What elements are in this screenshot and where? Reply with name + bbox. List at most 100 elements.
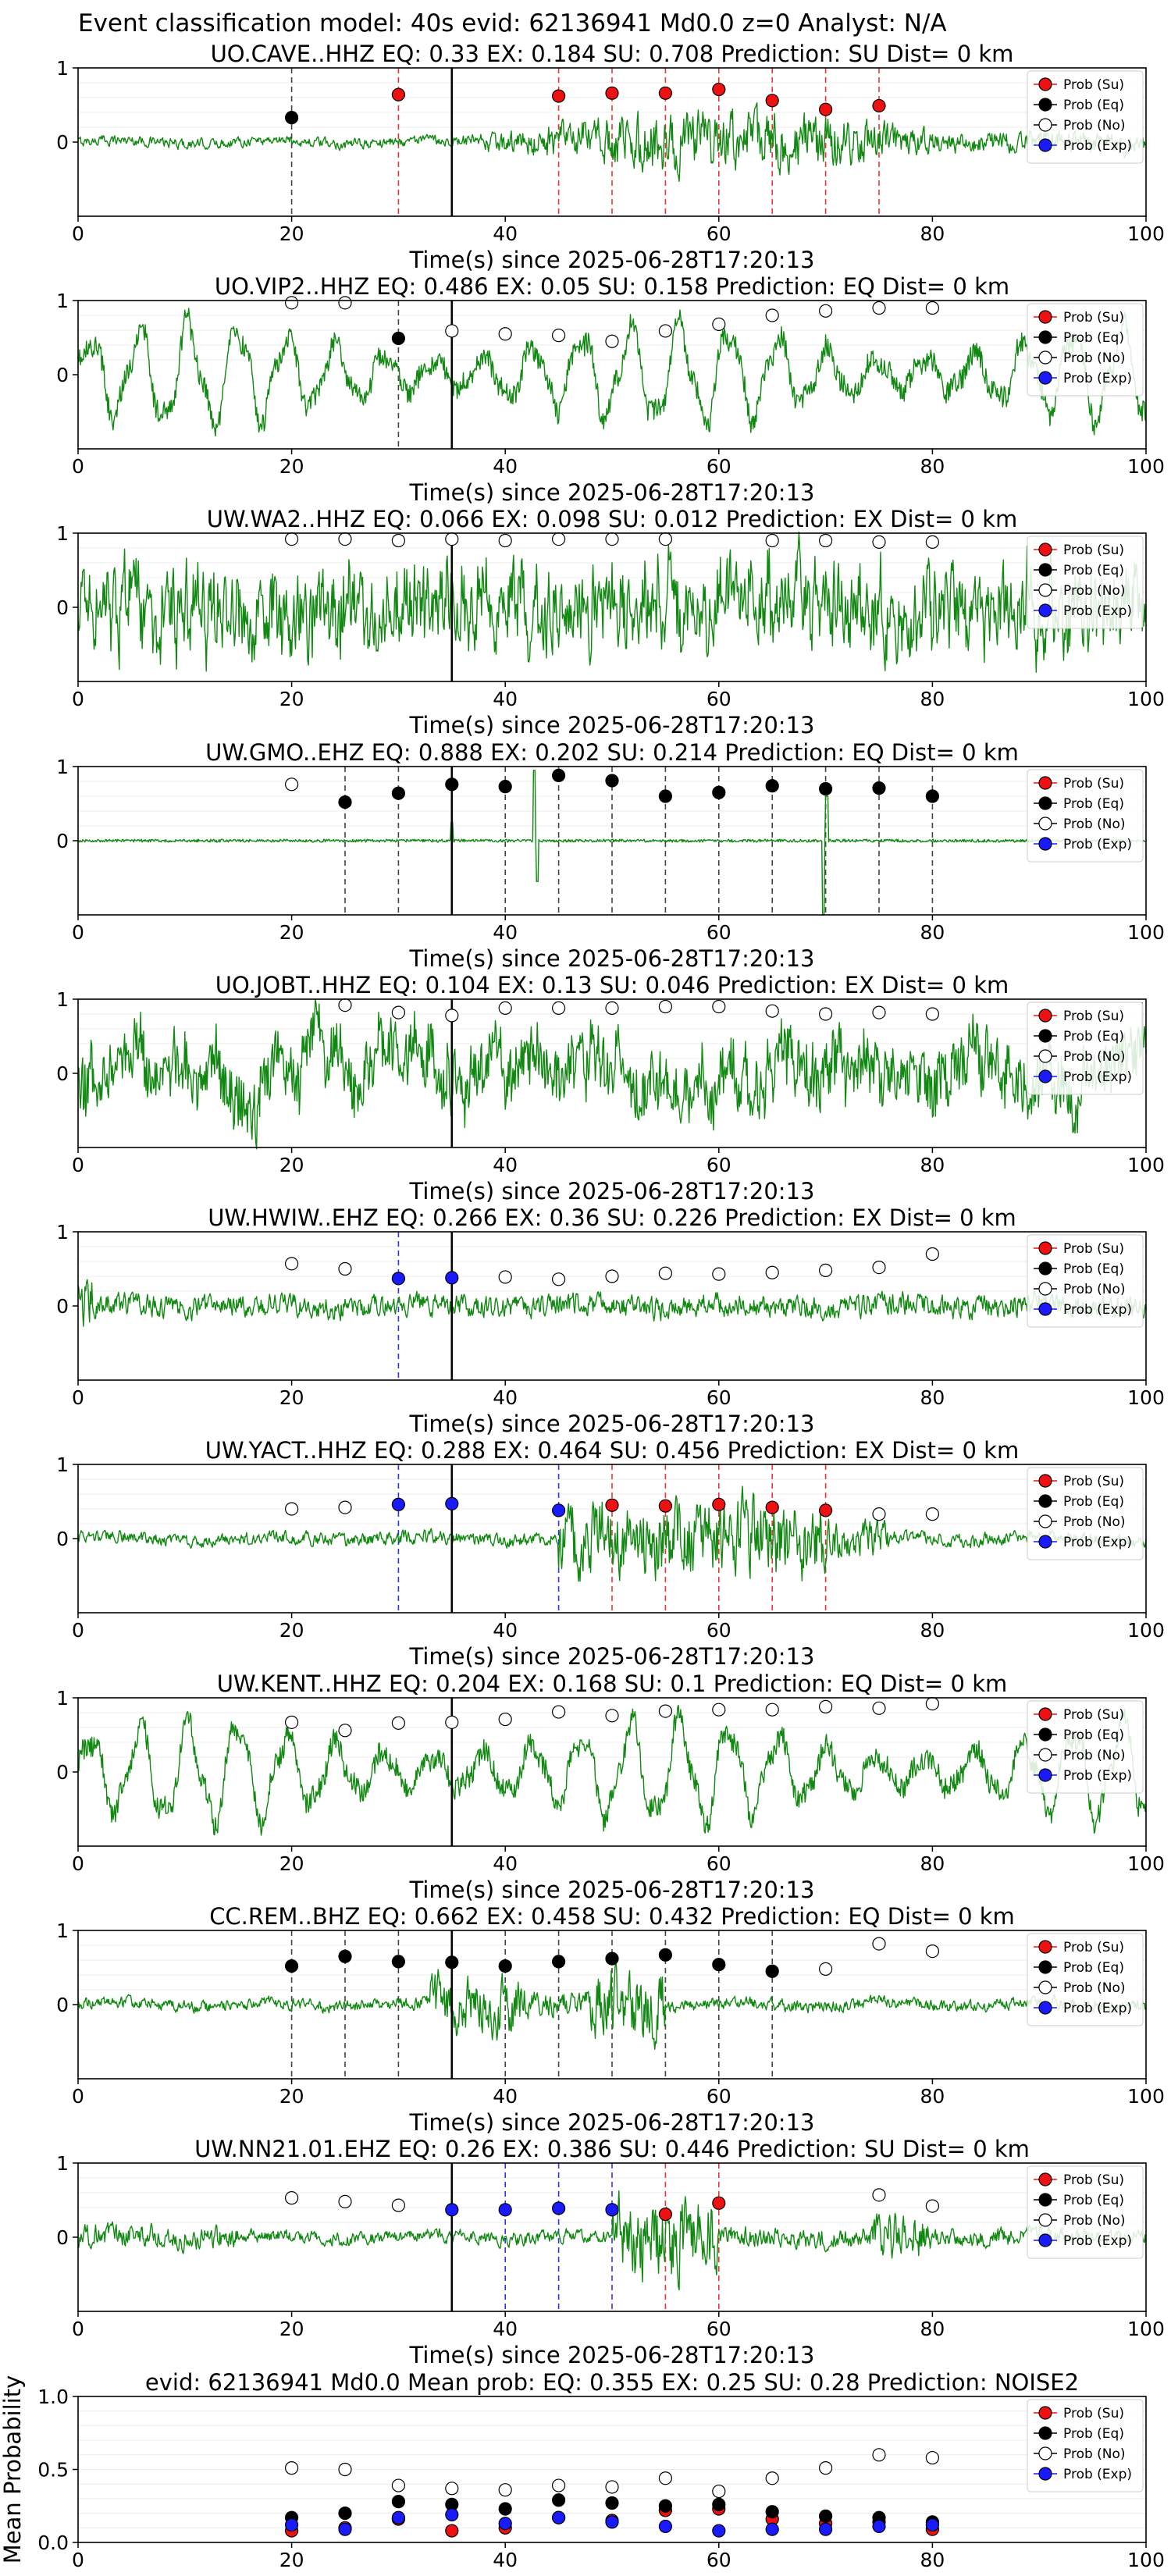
y-tick-label: 1.0 xyxy=(37,2386,69,2408)
x-axis-label: Time(s) since 2025-06-28T17:20:13 xyxy=(409,2109,815,2136)
probability-point-su xyxy=(605,1498,619,1512)
panel-title: UW.NN21.01.EHZ EQ: 0.26 EX: 0.386 SU: 0.… xyxy=(194,2136,1030,2162)
probability-point-eq xyxy=(712,1958,726,1972)
mean-point-eq xyxy=(391,2495,405,2509)
legend-marker-exp xyxy=(1038,2001,1052,2015)
waveform-trace xyxy=(77,770,1146,916)
probability-point-no xyxy=(285,1502,299,1516)
legend-marker-exp xyxy=(1038,1302,1052,1316)
probability-point-eq xyxy=(658,1948,673,1962)
panel-title: UW.HWIW..EHZ EQ: 0.266 EX: 0.36 SU: 0.22… xyxy=(208,1204,1016,1231)
legend-marker-exp xyxy=(1038,138,1052,152)
legend-marker-eq xyxy=(1038,1261,1052,1276)
x-tick-label: 20 xyxy=(279,1154,304,1176)
legend-box xyxy=(1027,1234,1144,1328)
legend-label-eq: Prob (Eq) xyxy=(1063,1029,1124,1044)
probability-point-no xyxy=(658,324,673,338)
x-tick-label: 0 xyxy=(72,455,84,478)
panel-title: evid: 62136941 Md0.0 Mean prob: EQ: 0.35… xyxy=(145,2369,1079,2396)
probability-point-su xyxy=(712,1497,726,1511)
probability-point-no xyxy=(338,1500,352,1514)
y-tick-label: 1 xyxy=(56,988,69,1011)
panel-title: UW.GMO..EHZ EQ: 0.888 EX: 0.202 SU: 0.21… xyxy=(205,739,1019,766)
legend-label-eq: Prob (Eq) xyxy=(1063,1960,1124,1976)
y-tick-label: 0 xyxy=(56,131,69,154)
legend-marker-no xyxy=(1038,2213,1052,2227)
probability-point-no xyxy=(285,1715,299,1729)
probability-point-no xyxy=(765,1265,779,1279)
probability-point-no xyxy=(872,301,886,315)
probability-point-exp xyxy=(605,2203,619,2217)
probability-point-no xyxy=(712,1703,726,1717)
probability-point-eq xyxy=(605,1952,619,1966)
x-axis-label: Time(s) since 2025-06-28T17:20:13 xyxy=(409,479,815,506)
mean-point-eq xyxy=(605,2496,619,2510)
legend-marker-su xyxy=(1038,2172,1052,2186)
legend-marker-su xyxy=(1038,1241,1052,1255)
legend-label-eq: Prob (Eq) xyxy=(1063,98,1124,113)
mean-point-exp xyxy=(498,2517,512,2531)
mean-point-eq xyxy=(712,2497,726,2511)
mean-point-exp xyxy=(765,2522,779,2536)
x-tick-label: 100 xyxy=(1127,455,1165,478)
y-tick-label: 0 xyxy=(56,1295,69,1318)
x-tick-label: 20 xyxy=(279,2085,304,2108)
probability-point-no xyxy=(551,532,566,546)
probability-point-eq xyxy=(338,795,352,809)
y-tick-label: 1 xyxy=(56,1920,69,1942)
mean-point-no xyxy=(285,2461,299,2475)
probability-point-no xyxy=(872,1937,886,1951)
probability-point-exp xyxy=(551,2201,566,2215)
station-panel: UW.NN21.01.EHZ EQ: 0.26 EX: 0.386 SU: 0.… xyxy=(56,2136,1165,2368)
legend-marker-eq xyxy=(1038,1960,1052,1974)
x-tick-label: 40 xyxy=(493,688,518,710)
legend-box xyxy=(1027,1933,1144,2026)
x-axis-label: Time(s) since 2025-06-28T17:20:13 xyxy=(409,1411,815,1437)
x-tick-label: 40 xyxy=(493,222,518,245)
legend-marker-su xyxy=(1038,1474,1052,1488)
probability-point-eq xyxy=(285,111,299,125)
probability-point-eq xyxy=(445,777,459,792)
probability-point-eq xyxy=(818,781,833,796)
probability-point-su xyxy=(605,86,619,100)
probability-point-no xyxy=(765,1004,779,1018)
mean-point-eq xyxy=(338,2507,352,2521)
waveform-trace xyxy=(77,1485,1147,1582)
probability-point-eq xyxy=(445,1955,459,1969)
legend-label-no: Prob (No) xyxy=(1063,1514,1126,1530)
legend-marker-no xyxy=(1038,583,1052,597)
probability-point-no xyxy=(498,1270,512,1284)
x-tick-label: 100 xyxy=(1127,2085,1165,2108)
station-panel: UO.JOBT..HHZ EQ: 0.104 EX: 0.13 SU: 0.04… xyxy=(56,972,1165,1204)
legend-marker-eq xyxy=(1038,1494,1052,1508)
legend-label-exp: Prob (Exp) xyxy=(1063,2001,1132,2016)
legend-label-eq: Prob (Eq) xyxy=(1063,563,1124,578)
probability-point-no xyxy=(658,1266,673,1280)
y-tick-label: 0 xyxy=(56,596,69,619)
y-tick-label: 1 xyxy=(56,1221,69,1244)
probability-point-eq xyxy=(551,1955,566,1969)
panel-title: UW.WA2..HHZ EQ: 0.066 EX: 0.098 SU: 0.01… xyxy=(207,506,1018,532)
probability-point-no xyxy=(818,304,833,318)
probability-point-eq xyxy=(872,781,886,795)
probability-point-exp xyxy=(445,1271,459,1285)
probability-point-no xyxy=(765,308,779,322)
probability-point-no xyxy=(285,532,299,546)
legend-label-su: Prob (Su) xyxy=(1063,1241,1124,1257)
x-tick-label: 80 xyxy=(920,2085,945,2108)
y-tick-label: 0.0 xyxy=(37,2532,69,2554)
legend-marker-exp xyxy=(1038,837,1052,851)
legend-marker-no xyxy=(1038,118,1052,132)
station-panel: UW.WA2..HHZ EQ: 0.066 EX: 0.098 SU: 0.01… xyxy=(56,506,1165,738)
legend-marker-no xyxy=(1038,1282,1052,1296)
panel-title: UO.CAVE..HHZ EQ: 0.33 EX: 0.184 SU: 0.70… xyxy=(211,41,1014,67)
x-tick-label: 100 xyxy=(1127,222,1165,245)
mean-point-no xyxy=(605,2480,619,2494)
panel-title: UO.VIP2..HHZ EQ: 0.486 EX: 0.05 SU: 0.15… xyxy=(215,273,1009,300)
waveform-trace xyxy=(77,998,1147,1150)
mean-point-exp xyxy=(551,2510,566,2524)
probability-point-no xyxy=(445,1715,459,1729)
legend-label-exp: Prob (Exp) xyxy=(1063,2233,1132,2249)
legend-label-su: Prob (Su) xyxy=(1063,1707,1124,1723)
legend-label-exp: Prob (Exp) xyxy=(1063,2467,1132,2482)
